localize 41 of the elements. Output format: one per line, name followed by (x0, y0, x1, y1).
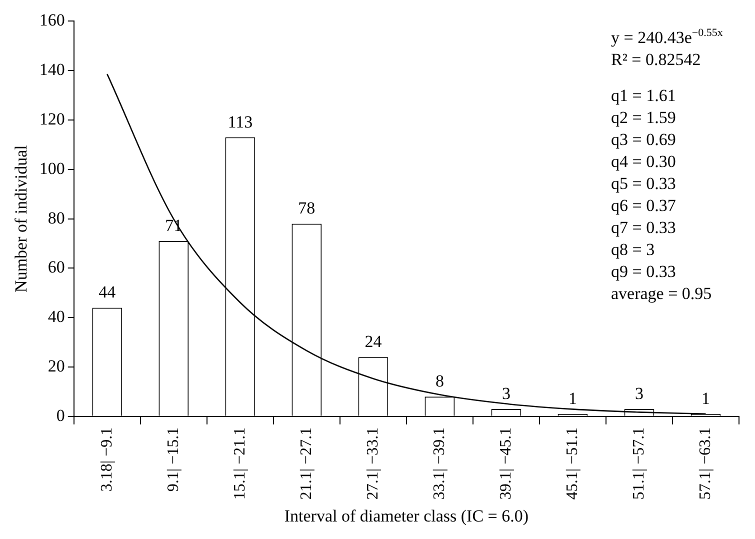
data-label: 1 (701, 388, 710, 408)
annotation: q7 = 0.33 (611, 218, 676, 238)
annotation: q5 = 0.33 (611, 174, 676, 194)
data-label: 78 (298, 198, 316, 218)
data-label: 3 (502, 384, 510, 403)
data-label: 24 (364, 332, 382, 352)
x-tick-label: 57.1| −63.1 (696, 427, 714, 500)
annotation: R² = 0.82542 (611, 50, 701, 70)
annotation: q8 = 3 (611, 240, 655, 260)
x-tick-label: 21.1| −27.1 (298, 427, 315, 500)
annotation: q6 = 0.37 (611, 196, 676, 216)
x-axis-title: Interval of diameter class (IC = 6.0) (284, 506, 529, 526)
annotation: q1 = 1.61 (611, 86, 676, 106)
annotation: q9 = 0.33 (611, 262, 676, 282)
annotation: q3 = 0.69 (611, 130, 676, 150)
annotation: q2 = 1.59 (611, 108, 676, 128)
data-label: 113 (228, 112, 253, 132)
y-axis-title: Number of individual (12, 144, 31, 292)
x-tick-label: 45.1| −51.1 (564, 427, 581, 500)
y-tick-label: 0 (56, 406, 65, 425)
data-label: 8 (435, 372, 444, 391)
y-tick-label: 80 (48, 208, 65, 228)
annotation: q4 = 0.30 (611, 152, 676, 172)
data-label: 44 (98, 282, 116, 302)
x-tick-label: 27.1| −33.1 (364, 427, 382, 500)
y-tick-label: 160 (39, 10, 65, 30)
y-tick-label: 20 (48, 356, 65, 376)
y-tick-label: 100 (39, 158, 65, 178)
data-label: 3 (634, 384, 644, 403)
x-tick-label: 51.1| −57.1 (630, 427, 648, 500)
x-tick-label: 33.1| −39.1 (430, 427, 448, 500)
x-tick-label: 15.1| −21.1 (231, 427, 248, 500)
y-tick-label: 140 (39, 60, 65, 80)
y-tick-label: 60 (48, 258, 65, 277)
x-tick-label: 39.1| −45.1 (497, 427, 514, 500)
y-tick-label: 120 (39, 109, 65, 128)
x-tick-label: 9.1| −15.1 (164, 427, 182, 492)
data-label: 1 (568, 388, 577, 408)
y-tick-label: 40 (48, 307, 65, 326)
x-tick-label: 3.18| −9.1 (98, 427, 116, 492)
annotation: average = 0.95 (611, 284, 712, 304)
